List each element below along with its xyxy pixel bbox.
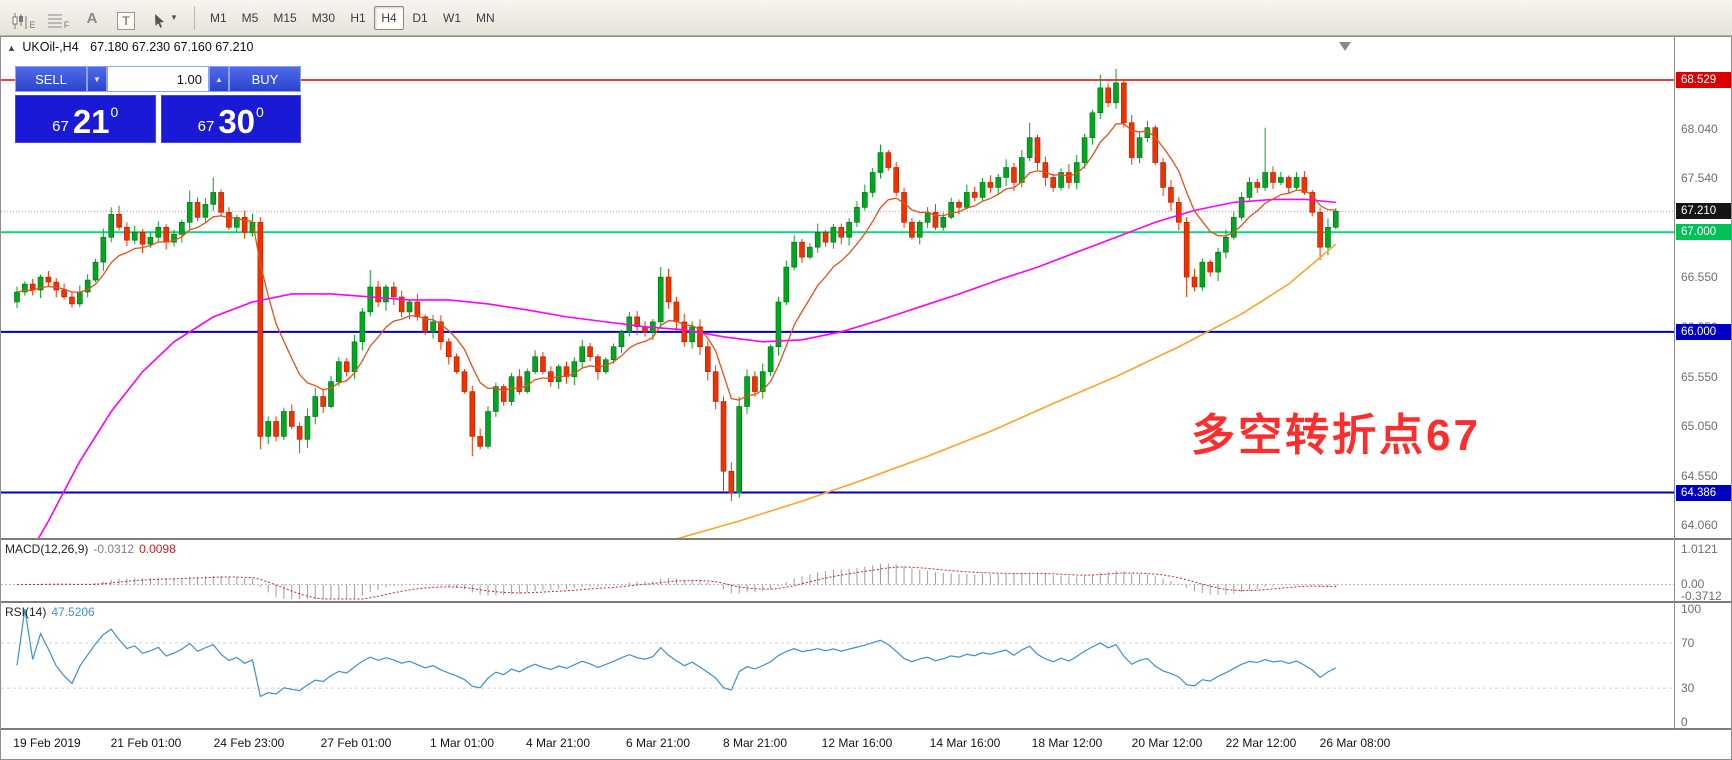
timeframe-mn[interactable]: MN xyxy=(476,10,495,25)
macd-signal-value: 0.0098 xyxy=(139,542,176,556)
price-badge: 64.386 xyxy=(1676,484,1731,501)
time-axis-label: 21 Feb 01:00 xyxy=(110,736,182,750)
price-axis-label: 68.040 xyxy=(1681,121,1718,136)
chart-shift-marker[interactable] xyxy=(1339,42,1351,51)
symbol-icon: ▲ xyxy=(7,43,16,53)
price-axis-label: 64.550 xyxy=(1681,469,1718,484)
tool-sub-label: F xyxy=(63,19,70,30)
time-axis-label: 14 Mar 16:00 xyxy=(929,736,1001,750)
price-axis-label: 65.050 xyxy=(1681,419,1718,434)
time-axis-label: 4 Mar 21:00 xyxy=(525,736,591,750)
price-axis-label: 64.060 xyxy=(1681,518,1718,532)
volume-decrease-button[interactable]: ▼ xyxy=(87,66,107,92)
indicator-axis-label: 70 xyxy=(1681,636,1695,650)
rsi-value: 47.5206 xyxy=(51,605,95,619)
timeframe-m15[interactable]: M15 xyxy=(273,10,297,25)
time-axis-label: 20 Mar 12:00 xyxy=(1131,736,1203,750)
candlestick-chart-icon[interactable]: E xyxy=(8,5,40,31)
volume-increase-button[interactable]: ▲ xyxy=(209,66,229,92)
sell-button[interactable]: SELL xyxy=(15,66,87,92)
time-axis-label: 24 Feb 23:00 xyxy=(213,736,285,750)
indicator-axis-label: 0.00 xyxy=(1681,577,1705,591)
time-axis[interactable]: 19 Feb 2019 21 Feb 01:00 24 Feb 23:00 27 Fe… xyxy=(1,730,1731,759)
indicator-axis-label: 30 xyxy=(1681,681,1695,695)
chart-title: ▲ UKOil-,H4 67.180 67.230 67.160 67.210 xyxy=(7,40,254,54)
time-axis-label: 19 Feb 2019 xyxy=(13,736,81,750)
price-axis-label: 67.540 xyxy=(1681,171,1718,186)
label-tool-icon[interactable]: T xyxy=(110,5,142,31)
timeframe-h1[interactable]: H1 xyxy=(350,10,366,25)
tool-sub-label: E xyxy=(29,19,36,30)
macd-panel[interactable]: MACD(12,26,9) -0.0312 0.0098 xyxy=(1,540,1731,603)
time-axis-label: 22 Mar 12:00 xyxy=(1225,736,1297,750)
price-axis[interactable]: 68.04067.54066.55066.05065.55065.05064.5… xyxy=(1674,37,1732,730)
toolbar: E F A T ▼ M1 M5 M15 M30 H1 H4 D1 W1 MN xyxy=(0,0,1732,36)
time-axis-label: 26 Mar 08:00 xyxy=(1319,736,1391,750)
rsi-chart-canvas[interactable] xyxy=(1,603,1674,728)
chart-annotation: 多空转折点67 xyxy=(1191,411,1481,460)
indicator-axis-label: -0.3712 xyxy=(1681,589,1722,603)
indicator-axis-label: 0 xyxy=(1681,715,1688,729)
volume-input[interactable] xyxy=(107,66,209,92)
time-axis-label: 27 Feb 01:00 xyxy=(320,736,392,750)
ask-quote[interactable]: 67 30 0 xyxy=(160,95,301,143)
ohlc-values: 67.180 67.230 67.160 67.210 xyxy=(90,40,254,54)
timeframe-m1[interactable]: M1 xyxy=(210,10,227,25)
symbol-period-label: UKOil-,H4 xyxy=(22,40,79,54)
price-axis-label: 66.550 xyxy=(1681,270,1718,285)
time-axis-label: 1 Mar 01:00 xyxy=(429,736,495,750)
one-click-trading-panel: SELL ▼ ▲ BUY 67 21 0 67 30 0 xyxy=(15,66,301,143)
chevron-up-icon: ▲ xyxy=(215,74,223,84)
timeframe-d1[interactable]: D1 xyxy=(412,10,428,25)
macd-label: MACD(12,26,9) -0.0312 0.0098 xyxy=(5,542,176,556)
price-chart-canvas[interactable] xyxy=(1,37,1674,538)
timeframe-m30[interactable]: M30 xyxy=(311,10,336,25)
indicator-axis-label: 100 xyxy=(1681,602,1702,616)
indicator-axis-label: 1.0121 xyxy=(1681,542,1718,556)
time-axis-label: 12 Mar 16:00 xyxy=(821,736,893,750)
cursor-tool-icon[interactable]: ▼ xyxy=(144,5,186,31)
chevron-down-icon: ▼ xyxy=(93,74,101,84)
grid-icon[interactable]: F xyxy=(42,5,74,31)
timeframe-m5[interactable]: M5 xyxy=(241,10,259,25)
buy-button[interactable]: BUY xyxy=(229,66,301,92)
time-axis-label: 8 Mar 21:00 xyxy=(722,736,788,750)
price-axis-label: 65.550 xyxy=(1681,369,1718,384)
macd-main-value: -0.0312 xyxy=(93,542,135,556)
timeframe-h4[interactable]: H4 xyxy=(374,5,405,30)
toolbar-separator xyxy=(194,5,195,30)
macd-chart-canvas[interactable] xyxy=(1,540,1674,601)
time-axis-label: 6 Mar 21:00 xyxy=(625,736,691,750)
timeframe-buttons: M1 M5 M15 M30 H1 H4 D1 W1 MN xyxy=(203,5,503,30)
price-badge: 66.000 xyxy=(1676,323,1731,340)
price-badge: 68.529 xyxy=(1676,72,1731,88)
chevron-down-icon: ▼ xyxy=(170,13,178,22)
chart-window: ▲ UKOil-,H4 67.180 67.230 67.160 67.210 … xyxy=(0,36,1732,760)
time-axis-label: 18 Mar 12:00 xyxy=(1031,736,1103,750)
price-badge: 67.210 xyxy=(1676,203,1731,220)
bid-quote[interactable]: 67 21 0 xyxy=(15,95,156,143)
price-badge: 67.000 xyxy=(1676,224,1731,241)
text-tool-icon[interactable]: A xyxy=(86,9,98,27)
rsi-panel[interactable]: RSI(14) 47.5206 xyxy=(1,603,1731,730)
main-chart-panel[interactable]: ▲ UKOil-,H4 67.180 67.230 67.160 67.210 … xyxy=(1,37,1731,540)
timeframe-w1[interactable]: W1 xyxy=(443,10,462,25)
rsi-label: RSI(14) 47.5206 xyxy=(5,605,95,619)
